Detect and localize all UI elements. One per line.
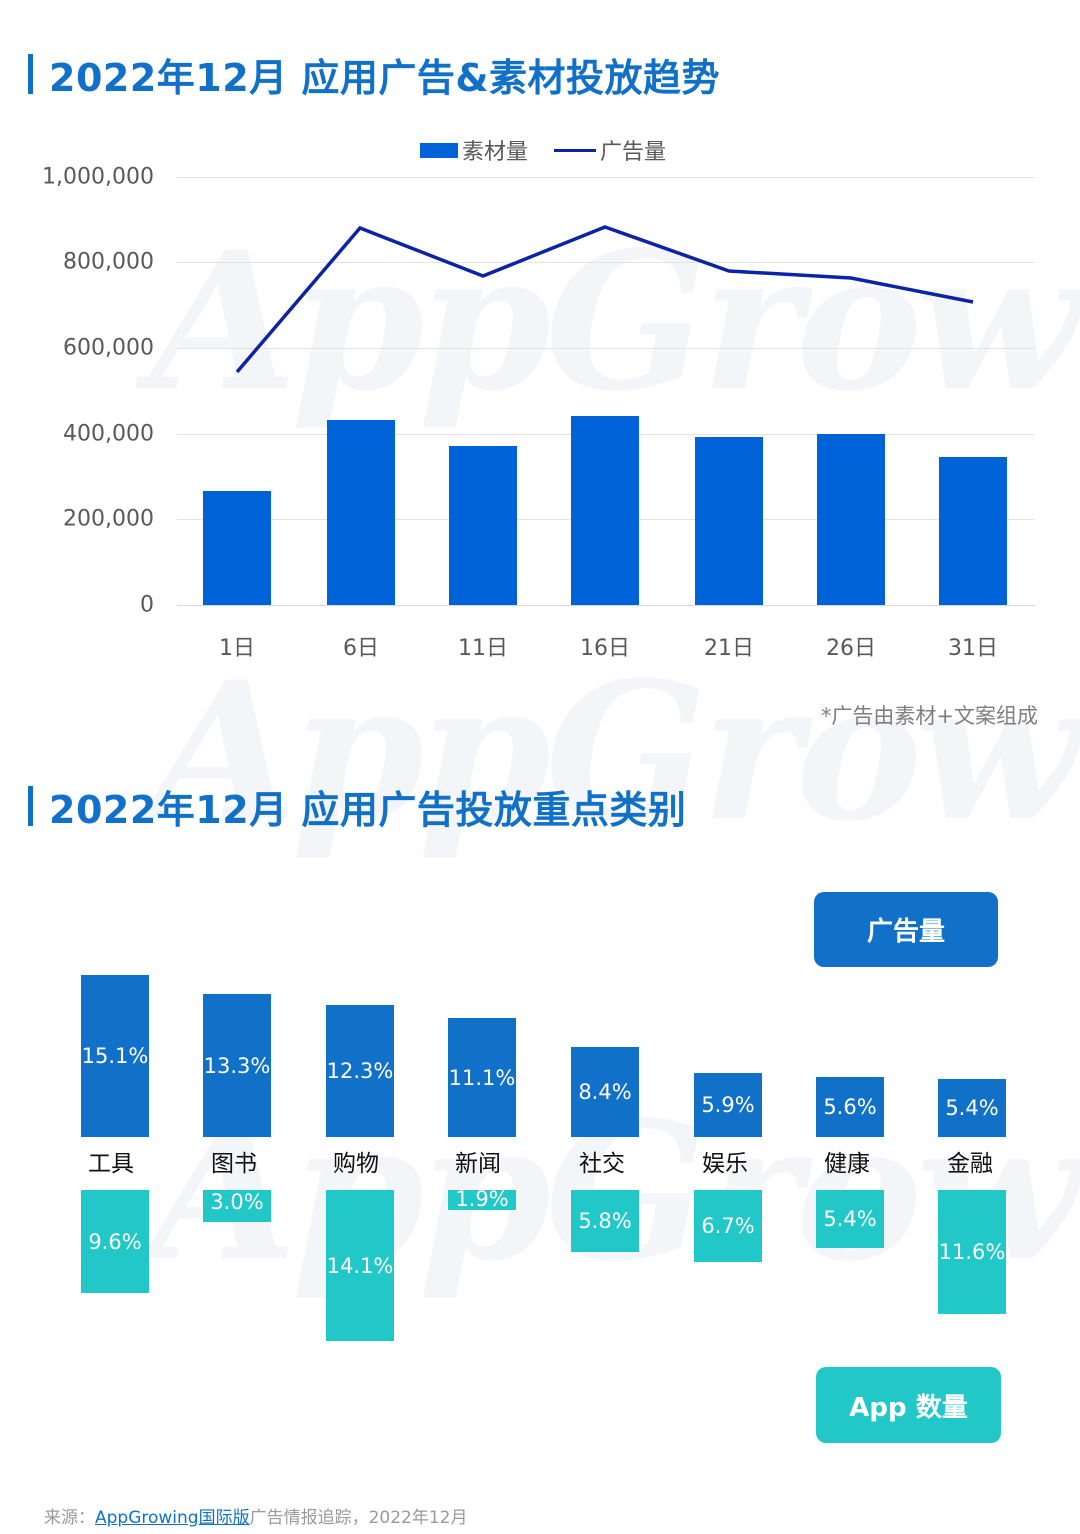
ad-share-bar-tools: 15.1% [81,975,149,1137]
legend-bar-label: 素材量 [462,140,529,165]
section-title-text: 2022年12月 应用广告投放重点类别 [49,787,687,832]
category-label: 图书 [211,1151,257,1177]
ad-share-bar-entertainment: 5.9% [694,1073,762,1137]
source-link[interactable]: AppGrowing国际版 [95,1508,250,1528]
x-tick: 21日 [704,636,754,661]
app-share-bar-tools: 9.6% [81,1190,149,1293]
category-label: 社交 [579,1151,625,1177]
section-title-text: 2022年12月 应用广告&素材投放趋势 [49,55,721,100]
source-note: 来源：AppGrowing国际版广告情报追踪，2022年12月 [44,1503,468,1528]
gridline [177,348,1035,349]
bar-day-31 [939,457,1007,605]
y-tick: 400,000 [63,421,154,447]
chart-footnote: *广告由素材+文案组成 [820,704,1038,728]
category-label: 健康 [824,1151,870,1177]
bar-day-21 [695,437,763,605]
title-accent-bar [28,54,33,94]
legend-line-label: 广告量 [600,140,667,165]
category-label: 娱乐 [702,1151,748,1177]
app-share-bar-entertainment: 6.7% [694,1190,762,1262]
y-tick: 800,000 [63,249,154,275]
category-label: 新闻 [455,1151,501,1177]
gridline [177,262,1035,263]
section-title-trend: 2022年12月 应用广告&素材投放趋势 [28,52,720,100]
ad-volume-line [235,225,974,374]
x-tick: 31日 [948,636,998,661]
ad-share-bar-news: 11.1% [448,1018,516,1137]
app-share-bar-books: 3.0% [203,1190,271,1222]
ad-share-bar-shopping: 12.3% [326,1005,394,1137]
x-tick: 26日 [826,636,876,661]
y-tick: 1,000,000 [42,164,154,190]
gridline [177,177,1035,178]
ad-share-bar-books: 13.3% [203,994,271,1137]
app-share-bar-finance: 11.6% [938,1190,1006,1314]
section-title-categories: 2022年12月 应用广告投放重点类别 [28,784,686,832]
legend-pill-ad-volume: 广告量 [814,892,998,967]
gridline [177,605,1035,606]
ad-share-bar-finance: 5.4% [938,1079,1006,1137]
chart-legend: 素材量 广告量 [420,134,666,166]
ad-share-bar-health: 5.6% [816,1077,884,1137]
x-tick: 11日 [458,636,508,661]
legend-line-swatch [554,148,597,152]
y-tick: 200,000 [63,506,154,532]
category-label: 购物 [333,1151,379,1177]
source-suffix: 广告情报追踪，2022年12月 [249,1508,468,1528]
app-share-bar-news: 1.9% [448,1189,516,1210]
source-prefix: 来源： [44,1508,95,1528]
y-tick: 0 [140,592,154,618]
x-tick: 6日 [343,636,379,661]
legend-pill-app-count: App 数量 [816,1367,1001,1443]
bar-day-1 [203,491,271,605]
app-share-bar-shopping: 14.1% [326,1190,394,1341]
legend-bar-swatch [420,142,458,158]
x-tick: 16日 [580,636,630,661]
app-share-bar-health: 5.4% [816,1190,884,1248]
title-accent-bar [28,786,33,826]
bar-day-16 [571,416,639,605]
bar-day-6 [327,420,395,605]
bar-day-11 [449,446,517,605]
category-label: 金融 [947,1151,993,1177]
y-tick: 600,000 [63,335,154,361]
category-label: 工具 [88,1151,134,1177]
x-tick: 1日 [219,636,255,661]
bar-day-26 [817,434,885,605]
app-share-bar-social: 5.8% [571,1190,639,1252]
ad-share-bar-social: 8.4% [571,1047,639,1137]
